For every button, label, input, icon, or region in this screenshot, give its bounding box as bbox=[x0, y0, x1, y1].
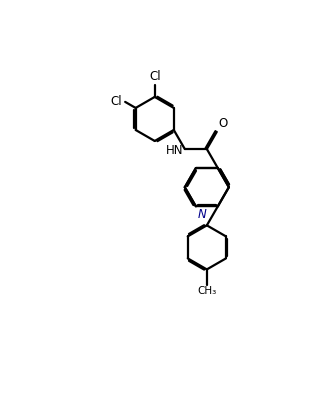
Text: Cl: Cl bbox=[149, 70, 161, 83]
Text: CH₃: CH₃ bbox=[197, 286, 216, 296]
Text: O: O bbox=[218, 117, 227, 130]
Text: HN: HN bbox=[166, 144, 183, 157]
Text: N: N bbox=[198, 208, 207, 221]
Text: Cl: Cl bbox=[110, 95, 122, 108]
